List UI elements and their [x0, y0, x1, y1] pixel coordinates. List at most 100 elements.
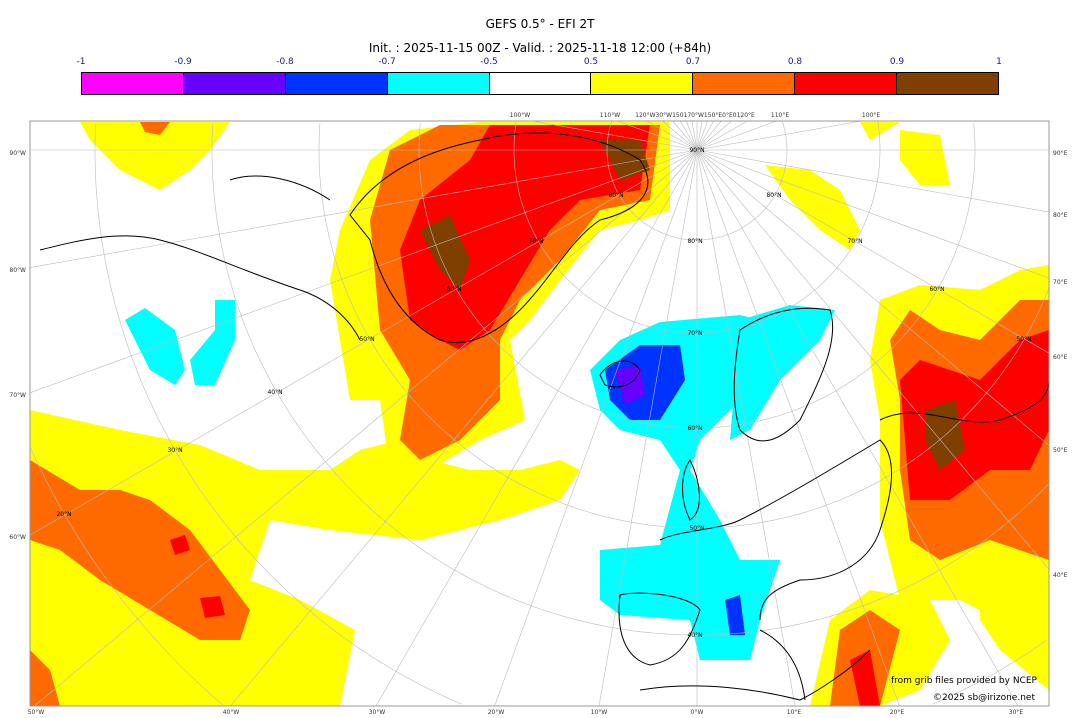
bottom-lon-label: 40°W — [223, 709, 240, 716]
field-brown — [420, 215, 470, 290]
lat-label: 40°N — [687, 632, 702, 639]
field-red — [200, 596, 225, 618]
parallel-line — [513, 121, 881, 334]
field-yellow — [80, 122, 230, 190]
field-cyan — [190, 300, 235, 385]
colorbar-tick: -0.8 — [276, 57, 294, 67]
colorbar-tick: 0.9 — [889, 57, 905, 67]
coastlines — [39, 132, 1049, 701]
lat-label: 80°N — [608, 192, 623, 199]
colorbar-tick: 1 — [996, 57, 1002, 67]
lat-label: 60°N — [929, 286, 944, 293]
lat-label: 60°N — [446, 286, 461, 293]
meridian-line — [617, 121, 698, 151]
field-orange — [30, 650, 60, 706]
meridian-line — [696, 121, 703, 151]
lat-label: 30°N — [167, 447, 182, 454]
meridian-line — [532, 121, 698, 151]
meridian-line — [598, 149, 698, 706]
field-yellow — [30, 410, 580, 706]
left-lon-label: 80°W — [9, 267, 26, 274]
colorbar-tick: 0.7 — [685, 57, 701, 67]
colorbar-tick: -0.5 — [480, 57, 498, 67]
lat-label: 60°N — [687, 425, 702, 432]
meridian-line — [662, 121, 698, 151]
meridian-line — [30, 149, 698, 394]
meridian-line — [696, 121, 862, 151]
meridian-line — [696, 149, 1019, 706]
field-cyan — [125, 308, 185, 385]
colorbar-segment — [897, 73, 999, 94]
meridian-line — [696, 121, 748, 151]
bottom-lon-label: 20°E — [890, 709, 905, 716]
colorbar-segment — [387, 73, 490, 94]
field-yellow — [900, 130, 950, 185]
colorbar-segment — [183, 73, 286, 94]
bottom-lon-label: 10°W — [591, 709, 608, 716]
colorbar-tick: -1 — [76, 57, 86, 67]
top-lon-label: 100°E — [862, 112, 880, 119]
colorbar-segment — [82, 73, 184, 94]
colorbar-tick: -0.7 — [378, 57, 396, 67]
lat-label: 40°N — [267, 389, 282, 396]
meridian-line — [696, 121, 722, 151]
meridian-line — [696, 121, 777, 151]
bottom-lon-label: 10°E — [787, 709, 802, 716]
top-lon-label: 110°W — [600, 112, 620, 119]
field-orange — [30, 460, 250, 640]
top-lon-label: 110°E — [771, 112, 789, 119]
lat-label: 80°N — [687, 238, 702, 245]
left-lon-label: 70°W — [9, 392, 26, 399]
field-yellow — [980, 575, 1049, 690]
colorbar-tick: 0.8 — [787, 57, 803, 67]
bottom-lon-label: 30°E — [1009, 709, 1024, 716]
meridian-line — [686, 121, 698, 151]
meridian-line — [696, 149, 900, 706]
meridian-line — [696, 149, 1049, 354]
parallel-line — [94, 123, 1047, 705]
right-lon-label: 90°E — [1053, 150, 1068, 157]
top-lon-label: 100°W — [510, 112, 530, 119]
colorbar-segment — [489, 73, 592, 94]
right-lon-label: 40°E — [1053, 572, 1068, 579]
graticule — [30, 121, 1049, 706]
meridian-line — [494, 149, 698, 706]
meridian-line — [696, 149, 1049, 446]
colorbar-segment — [795, 73, 898, 94]
parallel-line — [418, 123, 976, 429]
colorbar-segment — [591, 73, 694, 94]
left-lon-label: 90°W — [9, 150, 26, 157]
field-cyan — [730, 305, 835, 440]
data-source-credit: from grib files provided by NCEP — [891, 676, 1037, 686]
meridian-line — [691, 121, 698, 151]
colorbar-tick: 0.5 — [583, 57, 599, 67]
lat-label: 70°N — [528, 238, 543, 245]
meridian-line — [34, 149, 698, 706]
meridian-line — [30, 149, 698, 536]
colorbar-tick: -0.9 — [174, 57, 192, 67]
colorbar-segment — [693, 73, 796, 94]
bottom-lon-label: 30°W — [369, 709, 386, 716]
lat-label: 90°N — [689, 147, 704, 154]
bottom-lon-label: 0°W — [691, 709, 704, 716]
field-yellow — [860, 122, 900, 140]
meridian-line — [680, 121, 698, 151]
lat-label: 80°N — [766, 192, 781, 199]
right-lon-label: 60°E — [1053, 354, 1068, 361]
meridian-line — [646, 121, 698, 151]
lat-label: 70°N — [687, 330, 702, 337]
parallel-line — [30, 446, 224, 706]
right-lon-label: 80°E — [1053, 212, 1068, 219]
colorbar-segment — [285, 73, 388, 94]
bottom-lon-label: 50°W — [28, 709, 45, 716]
meridian-line — [375, 149, 698, 706]
top-lon-label: 120°W30°W150170°W150°E0°E0120°E — [635, 112, 755, 119]
right-lon-label: 70°E — [1053, 279, 1068, 286]
meridian-line — [672, 121, 698, 151]
meridian-line — [696, 149, 796, 706]
lat-label: 50°N — [1016, 336, 1031, 343]
field-red — [850, 650, 880, 706]
right-lon-label: 50°E — [1053, 447, 1068, 454]
field-yellow — [765, 165, 860, 250]
